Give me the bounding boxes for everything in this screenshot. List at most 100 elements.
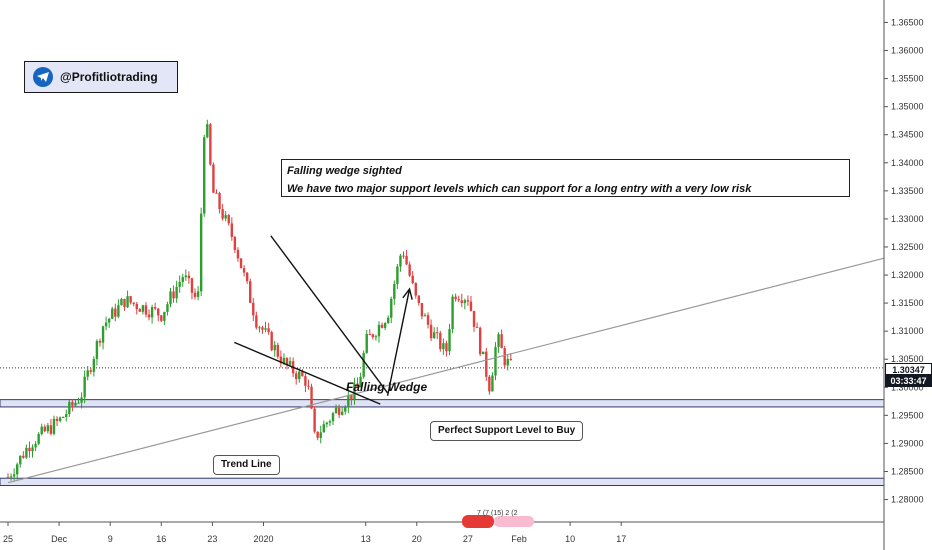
candle-body-150 — [466, 300, 470, 302]
candle-body-8 — [31, 447, 34, 452]
candle-body-159 — [494, 346, 497, 376]
candle-body-27 — [89, 370, 92, 372]
candle-body-49 — [157, 308, 160, 316]
candle-body-136 — [423, 315, 427, 317]
candle-body-41 — [132, 302, 135, 304]
support-callout: Perfect Support Level to Buy — [430, 421, 584, 441]
candle-body-40 — [129, 296, 132, 303]
candle-body-106 — [331, 413, 335, 422]
price-tick-label: 1.31000 — [891, 326, 924, 336]
price-tick-label: 1.31500 — [891, 298, 924, 308]
candle-body-67 — [212, 164, 215, 193]
candle-body-88 — [276, 344, 280, 357]
candle-body-145 — [451, 296, 454, 330]
candle-body-156 — [485, 351, 488, 377]
telegram-badge[interactable]: @Profitliotrading — [24, 61, 178, 93]
candle-body-75 — [236, 249, 240, 259]
drawn-lines — [7, 235, 885, 484]
candle-body-68 — [215, 192, 218, 194]
candle-body-157 — [488, 376, 491, 392]
candle-body-105 — [328, 421, 332, 423]
candle-body-151 — [469, 301, 473, 311]
badge-handle: @Profitliotrading — [60, 70, 158, 84]
candle-body-137 — [426, 315, 430, 325]
candle-body-98 — [307, 385, 310, 387]
candle-body-20 — [68, 402, 71, 415]
candle-body-24 — [80, 397, 83, 403]
candle-body-32 — [104, 322, 108, 327]
candle-body-2 — [12, 474, 16, 477]
candle-body-38 — [123, 298, 126, 308]
candle-body-138 — [429, 324, 433, 339]
candle-body-5 — [22, 455, 25, 458]
candle-body-48 — [153, 307, 157, 309]
candle-body-71 — [224, 215, 227, 219]
candle-body-29 — [95, 340, 99, 360]
projection-arrow-head — [402, 287, 413, 300]
time-tick-label: 17 — [616, 534, 626, 544]
candle-body-164 — [509, 359, 513, 361]
candle-body-53 — [169, 291, 172, 305]
candle-body-140 — [436, 332, 439, 334]
candle-body-65 — [206, 124, 209, 138]
candle-body-85 — [267, 328, 270, 333]
candle-body-144 — [448, 329, 451, 352]
candle-body-116 — [362, 352, 365, 377]
price-tick-label: 1.35500 — [891, 74, 924, 84]
candle-body-125 — [390, 298, 393, 318]
candle-body-148 — [460, 300, 463, 303]
candle-body-149 — [463, 300, 467, 303]
candle-body-99 — [310, 386, 313, 409]
candle-body-37 — [120, 298, 123, 306]
analysis-note: Falling wedge sighted We have two major … — [281, 159, 850, 197]
projection-arrow-shaft — [386, 288, 411, 396]
wedge-upper-line — [270, 235, 389, 394]
candle-body-79 — [249, 281, 252, 303]
candle-body-64 — [203, 137, 206, 214]
candle-body-122 — [380, 324, 384, 328]
support-zone-1 — [0, 399, 885, 408]
candle-body-52 — [166, 304, 169, 312]
candle-body-11 — [40, 426, 43, 434]
price-tick-label: 1.36000 — [891, 46, 924, 56]
candle-body-131 — [408, 264, 411, 276]
candle-body-76 — [239, 258, 243, 269]
price-tick-label: 1.28000 — [891, 495, 924, 505]
candle-body-126 — [393, 283, 396, 299]
price-tick-label: 1.29500 — [891, 410, 924, 420]
candle-body-17 — [58, 417, 62, 421]
candle-body-113 — [353, 383, 356, 400]
price-tick-label: 1.35000 — [891, 102, 924, 112]
price-tick-label: 1.32000 — [891, 270, 924, 280]
candle-body-26 — [86, 370, 89, 377]
candle-body-158 — [491, 375, 494, 392]
candle-body-134 — [417, 295, 421, 303]
candle-body-117 — [365, 334, 368, 353]
price-tick-label: 1.33000 — [891, 214, 924, 224]
candle-body-95 — [298, 371, 301, 380]
candle-body-28 — [92, 359, 96, 372]
price-tick-label: 1.29000 — [891, 438, 924, 448]
watermark-logo-secondary — [494, 516, 534, 527]
candle-body-97 — [304, 376, 307, 386]
price-tick-label: 1.33500 — [891, 186, 924, 196]
candle-body-84 — [264, 328, 267, 330]
time-tick-label: 9 — [108, 534, 113, 544]
candle-body-44 — [141, 305, 145, 312]
candle-body-60 — [190, 278, 194, 293]
candle-body-0 — [6, 477, 10, 479]
time-tick-label: 20 — [412, 534, 422, 544]
candle-body-90 — [282, 358, 286, 364]
candle-body-43 — [138, 309, 142, 312]
note-line-2: We have two major support levels which c… — [287, 183, 752, 195]
falling-wedge-label: Falling Wedge — [346, 380, 428, 394]
candle-body-47 — [150, 307, 154, 318]
candle-body-87 — [273, 344, 276, 351]
candle-body-42 — [135, 303, 138, 310]
candle-body-94 — [295, 373, 298, 380]
candle-body-80 — [252, 302, 255, 316]
candle-body-96 — [301, 371, 304, 377]
time-tick-label: 13 — [361, 534, 371, 544]
candle-body-142 — [442, 343, 445, 350]
